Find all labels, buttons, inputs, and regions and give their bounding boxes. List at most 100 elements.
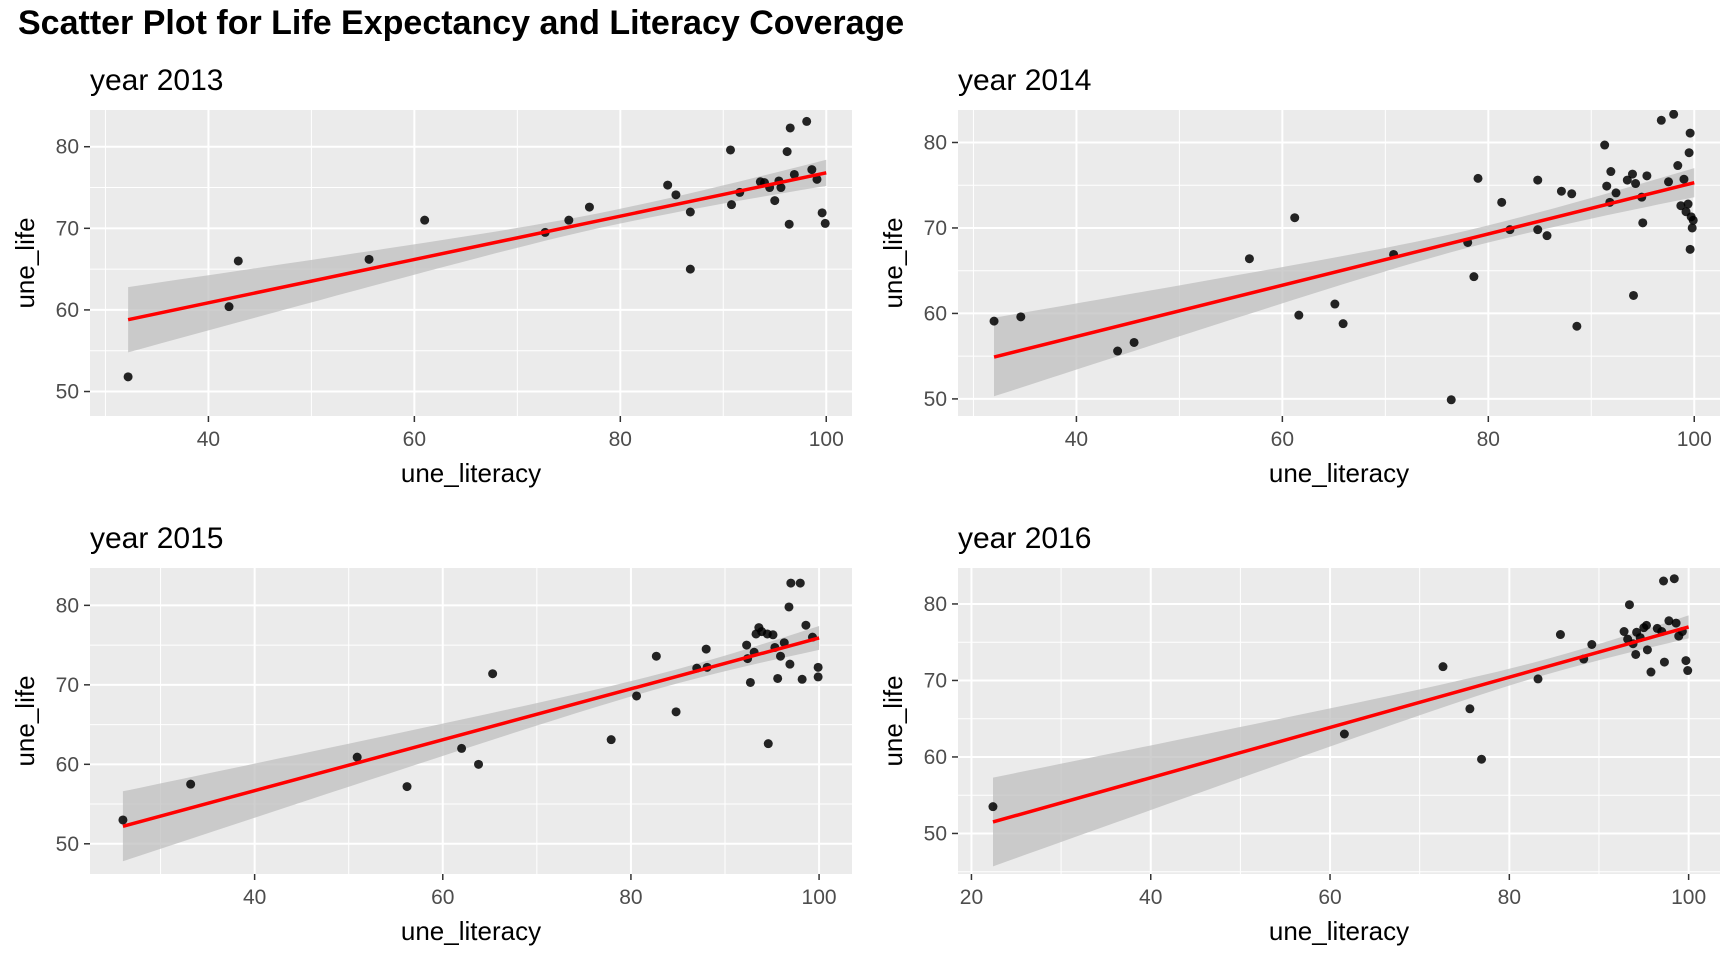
- data-point: [1438, 662, 1448, 672]
- data-point: [123, 372, 133, 382]
- panel-title: year 2014: [958, 64, 1091, 97]
- data-point: [1555, 630, 1565, 640]
- data-point: [1659, 576, 1669, 586]
- data-point: [1681, 656, 1691, 666]
- data-point: [1684, 148, 1694, 158]
- data-point: [786, 578, 796, 588]
- data-point: [1669, 110, 1679, 119]
- panel-title: year 2013: [90, 64, 223, 97]
- data-point: [1567, 189, 1577, 199]
- panel-1: year 2013 40 60 80 100 50 60 70 80 une_literacy un…: [10, 64, 852, 488]
- data-point: [564, 215, 574, 225]
- data-point: [457, 743, 467, 753]
- data-point: [1469, 272, 1479, 282]
- data-point: [1533, 175, 1543, 185]
- data-point: [1646, 667, 1656, 677]
- data-point: [1687, 223, 1697, 233]
- data-point: [1477, 754, 1487, 764]
- data-point: [1629, 290, 1639, 300]
- data-point: [1497, 197, 1507, 207]
- y-tick-label: 80: [924, 131, 947, 154]
- panel-background: [90, 110, 852, 416]
- data-point: [1556, 186, 1566, 196]
- panel-plot-area: [958, 110, 1720, 416]
- data-point: [1642, 645, 1652, 655]
- y-tick-label: 80: [56, 594, 79, 617]
- data-point: [776, 651, 786, 661]
- data-point: [1685, 244, 1695, 254]
- data-point: [813, 662, 823, 672]
- y-tick-label: 70: [56, 674, 79, 697]
- x-tick-label: 20: [960, 886, 983, 909]
- data-point: [685, 264, 695, 274]
- x-tick-label: 80: [1477, 428, 1500, 451]
- x-tick-label: 100: [809, 428, 844, 451]
- data-point: [1244, 254, 1254, 264]
- y-tick-label: 50: [56, 381, 79, 404]
- data-point: [1339, 729, 1349, 739]
- x-tick-label: 60: [431, 886, 454, 909]
- data-point: [1016, 312, 1026, 322]
- data-point: [224, 302, 234, 312]
- data-point: [784, 219, 794, 229]
- x-tick-label: 100: [1671, 886, 1706, 909]
- data-point: [1338, 319, 1348, 329]
- regression-line: [993, 180, 1695, 359]
- data-point: [1473, 173, 1483, 183]
- data-point: [1542, 231, 1552, 241]
- data-point: [785, 123, 795, 133]
- data-point: [488, 669, 498, 679]
- data-point: [1290, 213, 1300, 223]
- y-axis-title: une_life: [10, 217, 40, 308]
- data-point: [1676, 201, 1686, 211]
- y-tick-label: 80: [56, 136, 79, 159]
- data-point: [1465, 704, 1475, 714]
- panel-title: year 2016: [958, 522, 1091, 555]
- panel-4: year 2016 20 40 60 80 100 50 60 70 80 une_literacy…: [878, 522, 1720, 946]
- data-point: [812, 174, 822, 184]
- panel-2: year 2014 40 60 80 100 50 60 70 80 une_literacy un…: [878, 64, 1720, 488]
- data-point: [1446, 395, 1456, 405]
- data-point: [233, 256, 243, 266]
- panel-plot-area: [90, 568, 852, 874]
- data-point: [1641, 620, 1651, 630]
- y-tick-label: 50: [56, 833, 79, 856]
- x-tick-label: 40: [1065, 428, 1088, 451]
- data-point: [801, 620, 811, 630]
- x-tick-label: 40: [1139, 886, 1162, 909]
- data-point: [1685, 128, 1695, 138]
- x-axis-title: une_literacy: [1269, 458, 1409, 488]
- data-point: [813, 672, 823, 682]
- data-point: [1611, 188, 1621, 198]
- data-point: [1129, 337, 1139, 347]
- data-point: [802, 116, 812, 126]
- data-point: [1638, 218, 1648, 228]
- data-point: [671, 707, 681, 717]
- y-tick-label: 60: [56, 299, 79, 322]
- x-tick-label: 60: [1318, 886, 1341, 909]
- data-point: [763, 739, 773, 749]
- data-point: [785, 659, 795, 669]
- x-tick-label: 80: [609, 428, 632, 451]
- data-point: [1600, 140, 1610, 150]
- data-point: [1294, 310, 1304, 320]
- data-point: [1664, 177, 1674, 187]
- x-tick-label: 80: [1498, 886, 1521, 909]
- data-point: [770, 196, 780, 206]
- x-tick-label: 40: [243, 886, 266, 909]
- data-point: [632, 691, 642, 701]
- panel-plot-area: [958, 568, 1720, 874]
- panel-3: year 2015 40 60 80 100 50 60 70 80 une_literacy un…: [10, 522, 852, 946]
- data-point: [420, 215, 430, 225]
- data-point: [989, 316, 999, 326]
- data-point: [1669, 574, 1679, 584]
- data-point: [1330, 299, 1340, 309]
- data-point: [742, 640, 752, 650]
- data-point: [1688, 215, 1698, 225]
- data-point: [727, 200, 737, 210]
- x-tick-label: 60: [403, 428, 426, 451]
- y-tick-label: 50: [924, 388, 947, 411]
- regression-line: [122, 636, 820, 829]
- y-tick-label: 60: [924, 302, 947, 325]
- regression-line: [992, 625, 1690, 824]
